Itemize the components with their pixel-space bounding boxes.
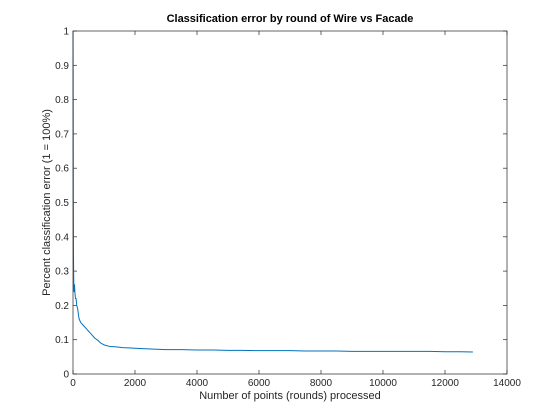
y-tick-label: 0.7 (55, 129, 69, 140)
x-tick-label: 2000 (124, 378, 147, 389)
y-tick-label: 0.2 (55, 301, 69, 312)
y-tick-label: 0.1 (55, 335, 69, 346)
y-tick-label: 0.8 (55, 95, 69, 106)
y-tick-label: 0.3 (55, 267, 69, 278)
x-tick-label: 0 (70, 378, 76, 389)
y-tick-label: 0.5 (55, 198, 69, 209)
y-axis-label: Percent classification error (1 = 100%) (41, 109, 53, 296)
y-tick-label: 0.6 (55, 164, 69, 175)
x-axis-label: Number of points (rounds) processed (199, 390, 381, 402)
x-tick-label: 4000 (186, 378, 209, 389)
x-tick-label: 6000 (248, 378, 271, 389)
x-tick-label: 10000 (369, 378, 397, 389)
chart-title: Classification error by round of Wire vs… (167, 13, 414, 25)
plot-area (73, 31, 507, 374)
y-tick-label: 0.9 (55, 61, 69, 72)
x-tick-label: 14000 (493, 378, 521, 389)
y-tick-label: 0.4 (55, 232, 69, 243)
y-tick-label: 0 (63, 370, 69, 381)
x-tick-label: 12000 (431, 378, 459, 389)
x-tick-label: 8000 (310, 378, 333, 389)
y-tick-label: 1 (63, 27, 69, 38)
